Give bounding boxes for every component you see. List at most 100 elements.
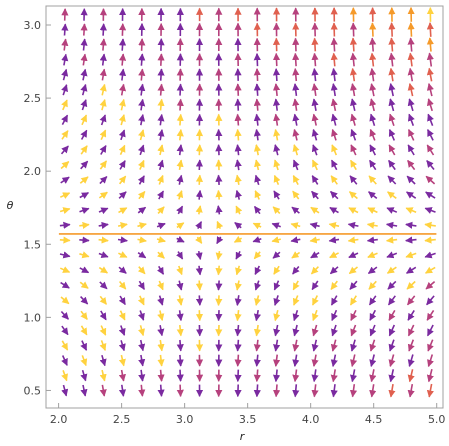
field-arrow: [99, 68, 107, 81]
field-arrow: [80, 145, 88, 155]
field-arrow: [388, 310, 396, 321]
field-arrow: [273, 174, 281, 186]
field-arrow: [253, 83, 261, 96]
field-arrow: [350, 113, 358, 126]
field-arrow: [330, 280, 338, 290]
field-arrow: [99, 114, 107, 126]
field-arrow: [138, 98, 146, 111]
field-arrow: [253, 339, 261, 352]
field-arrow: [272, 206, 281, 215]
field-arrow: [424, 236, 436, 244]
field-arrow: [349, 67, 358, 82]
field-arrow: [369, 369, 377, 383]
field-arrow: [61, 325, 69, 336]
field-arrow: [426, 98, 434, 112]
field-arrow: [271, 222, 281, 230]
field-arrow: [80, 68, 88, 81]
field-arrow: [366, 236, 378, 244]
field-arrow: [292, 339, 300, 352]
field-arrow: [234, 83, 242, 96]
field-arrow: [330, 295, 338, 306]
field-arrow: [138, 369, 146, 382]
field-arrow: [350, 354, 358, 368]
x-tick-label: 3.0: [176, 413, 194, 426]
field-arrow: [99, 354, 107, 367]
field-arrow: [349, 22, 358, 37]
field-arrow: [195, 280, 204, 291]
field-arrow: [99, 129, 107, 141]
field-arrow: [80, 99, 88, 111]
field-arrow: [60, 145, 69, 155]
field-arrow: [157, 98, 165, 111]
field-arrow: [118, 325, 126, 336]
field-arrow: [426, 369, 434, 383]
field-arrow: [311, 175, 319, 185]
field-arrow: [99, 281, 108, 290]
field-arrow: [137, 190, 146, 200]
field-arrow: [234, 221, 243, 230]
field-arrow: [292, 128, 300, 141]
field-arrow: [253, 68, 261, 81]
field-arrow: [61, 99, 68, 111]
field-arrow: [272, 83, 281, 96]
field-arrow: [425, 191, 436, 199]
field-arrow: [331, 128, 338, 141]
field-arrow: [195, 310, 204, 322]
field-arrow: [350, 144, 358, 156]
field-arrow: [349, 83, 358, 97]
field-arrow: [118, 53, 127, 66]
field-arrow: [98, 191, 108, 199]
field-arrow: [80, 53, 88, 66]
field-arrow: [176, 222, 185, 230]
field-arrow: [118, 340, 126, 352]
field-arrow: [427, 339, 434, 352]
field-arrow: [79, 192, 90, 200]
field-arrow: [388, 354, 396, 367]
field-arrow: [215, 265, 223, 276]
field-arrow: [99, 160, 108, 170]
field-arrow: [234, 159, 242, 171]
field-arrow: [137, 295, 145, 306]
field-arrow: [311, 280, 319, 291]
y-tick-label: 1.5: [24, 238, 42, 251]
field-arrow: [347, 236, 359, 244]
field-arrow: [99, 23, 107, 36]
field-arrow: [350, 128, 358, 141]
field-arrow: [176, 384, 184, 398]
field-arrow: [368, 280, 377, 290]
field-arrow: [426, 83, 434, 97]
field-arrow: [310, 251, 320, 259]
field-arrow: [369, 339, 377, 352]
field-arrow: [253, 251, 262, 260]
field-arrow: [157, 129, 165, 141]
field-arrow: [292, 52, 300, 67]
field-arrow: [234, 174, 242, 185]
field-arrow: [348, 266, 359, 275]
field-arrow: [369, 67, 377, 82]
field-arrow: [368, 191, 378, 200]
field-arrow: [176, 83, 184, 96]
x-tick-label: 5.0: [428, 413, 446, 426]
field-arrow: [369, 22, 377, 37]
field-arrow: [157, 339, 165, 352]
field-arrow: [405, 266, 417, 274]
field-arrow: [426, 22, 434, 37]
field-arrow: [424, 221, 436, 229]
field-arrow: [195, 205, 203, 215]
field-arrow: [79, 266, 90, 274]
field-arrow: [369, 98, 377, 112]
field-arrow: [292, 295, 300, 306]
field-arrow: [254, 174, 262, 186]
field-arrow: [426, 383, 434, 398]
field-arrow: [311, 83, 319, 97]
field-arrow: [234, 98, 242, 111]
field-arrow: [176, 144, 184, 156]
field-arrow: [407, 309, 415, 321]
field-arrow: [388, 37, 396, 52]
field-arrow: [99, 340, 107, 351]
field-arrow: [80, 83, 88, 96]
field-arrow: [118, 68, 127, 81]
field-arrow: [138, 129, 146, 141]
field-arrow: [311, 52, 319, 67]
field-arrow: [253, 309, 262, 322]
